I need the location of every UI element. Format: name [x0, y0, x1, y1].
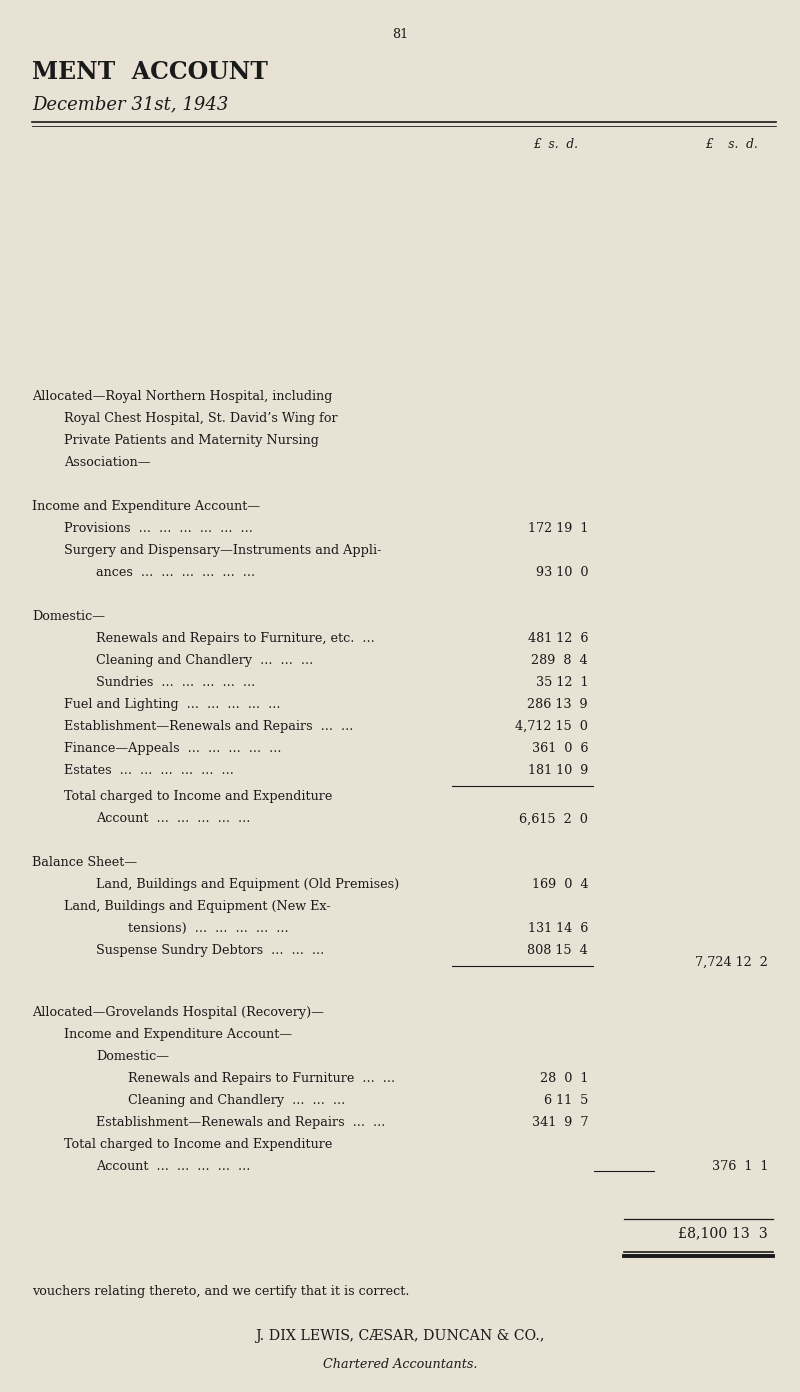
- Text: tensions)  ...  ...  ...  ...  ...: tensions) ... ... ... ... ...: [128, 923, 289, 935]
- Text: 7,724 12  2: 7,724 12 2: [695, 955, 768, 969]
- Text: December 31st, 1943: December 31st, 1943: [32, 95, 228, 113]
- Text: Surgery and Dispensary—Instruments and Appli-: Surgery and Dispensary—Instruments and A…: [64, 544, 382, 557]
- Text: 289  8  4: 289 8 4: [531, 654, 588, 667]
- Text: Suspense Sundry Debtors  ...  ...  ...: Suspense Sundry Debtors ... ... ...: [96, 944, 324, 958]
- Text: Account  ...  ...  ...  ...  ...: Account ... ... ... ... ...: [96, 813, 250, 825]
- Text: Chartered Accountants.: Chartered Accountants.: [323, 1359, 477, 1371]
- Text: Provisions  ...  ...  ...  ...  ...  ...: Provisions ... ... ... ... ... ...: [64, 522, 253, 535]
- Text: Private Patients and Maternity Nursing: Private Patients and Maternity Nursing: [64, 434, 319, 447]
- Text: 808 15  4: 808 15 4: [527, 944, 588, 958]
- Text: Domestic—: Domestic—: [32, 610, 105, 624]
- Text: 35 12  1: 35 12 1: [535, 677, 588, 689]
- Text: Establishment—Renewals and Repairs  ...  ...: Establishment—Renewals and Repairs ... .…: [64, 720, 354, 734]
- Text: 4,712 15  0: 4,712 15 0: [515, 720, 588, 734]
- Text: 28  0  1: 28 0 1: [540, 1072, 588, 1084]
- Text: MENT  ACCOUNT: MENT ACCOUNT: [32, 60, 268, 84]
- Text: 341  9  7: 341 9 7: [531, 1116, 588, 1129]
- Text: Income and Expenditure Account—: Income and Expenditure Account—: [32, 500, 260, 514]
- Text: 376  1  1: 376 1 1: [712, 1160, 768, 1173]
- Text: Land, Buildings and Equipment (New Ex-: Land, Buildings and Equipment (New Ex-: [64, 901, 330, 913]
- Text: Cleaning and Chandlery  ...  ...  ...: Cleaning and Chandlery ... ... ...: [96, 654, 314, 667]
- Text: Allocated—Royal Northern Hospital, including: Allocated—Royal Northern Hospital, inclu…: [32, 390, 332, 404]
- Text: Total charged to Income and Expenditure: Total charged to Income and Expenditure: [64, 791, 332, 803]
- Text: Finance—Appeals  ...  ...  ...  ...  ...: Finance—Appeals ... ... ... ... ...: [64, 742, 282, 754]
- Text: Domestic—: Domestic—: [96, 1050, 169, 1063]
- Text: 361  0  6: 361 0 6: [531, 742, 588, 754]
- Text: 6 11  5: 6 11 5: [544, 1094, 588, 1107]
- Text: ances  ...  ...  ...  ...  ...  ...: ances ... ... ... ... ... ...: [96, 567, 255, 579]
- Text: 172 19  1: 172 19 1: [528, 522, 588, 535]
- Text: Royal Chest Hospital, St. David’s Wing for: Royal Chest Hospital, St. David’s Wing f…: [64, 412, 338, 425]
- Text: Cleaning and Chandlery  ...  ...  ...: Cleaning and Chandlery ... ... ...: [128, 1094, 346, 1107]
- Text: Account  ...  ...  ...  ...  ...: Account ... ... ... ... ...: [96, 1160, 250, 1173]
- Text: 81: 81: [392, 28, 408, 40]
- Text: Income and Expenditure Account—: Income and Expenditure Account—: [64, 1029, 292, 1041]
- Text: Association—: Association—: [64, 457, 150, 469]
- Text: Renewals and Repairs to Furniture  ...  ...: Renewals and Repairs to Furniture ... ..…: [128, 1072, 395, 1084]
- Text: Allocated—Grovelands Hospital (Recovery)—: Allocated—Grovelands Hospital (Recovery)…: [32, 1006, 324, 1019]
- Text: £  s.  d.: £ s. d.: [533, 138, 578, 150]
- Text: £    s.  d.: £ s. d.: [706, 138, 758, 150]
- Text: £8,100 13  3: £8,100 13 3: [678, 1226, 768, 1240]
- Text: 286 13  9: 286 13 9: [527, 697, 588, 711]
- Text: Balance Sheet—: Balance Sheet—: [32, 856, 137, 870]
- Text: vouchers relating thereto, and we certify that it is correct.: vouchers relating thereto, and we certif…: [32, 1285, 410, 1299]
- Text: 93 10  0: 93 10 0: [535, 567, 588, 579]
- Text: Establishment—Renewals and Repairs  ...  ...: Establishment—Renewals and Repairs ... .…: [96, 1116, 386, 1129]
- Text: 481 12  6: 481 12 6: [527, 632, 588, 644]
- Text: Renewals and Repairs to Furniture, etc.  ...: Renewals and Repairs to Furniture, etc. …: [96, 632, 374, 644]
- Text: Fuel and Lighting  ...  ...  ...  ...  ...: Fuel and Lighting ... ... ... ... ...: [64, 697, 281, 711]
- Text: 169  0  4: 169 0 4: [531, 878, 588, 891]
- Text: J. DIX LEWIS, CÆSAR, DUNCAN & CO.,: J. DIX LEWIS, CÆSAR, DUNCAN & CO.,: [255, 1329, 545, 1343]
- Text: Sundries  ...  ...  ...  ...  ...: Sundries ... ... ... ... ...: [96, 677, 255, 689]
- Text: 181 10  9: 181 10 9: [528, 764, 588, 777]
- Text: 6,615  2  0: 6,615 2 0: [519, 813, 588, 825]
- Text: Estates  ...  ...  ...  ...  ...  ...: Estates ... ... ... ... ... ...: [64, 764, 234, 777]
- Text: 131 14  6: 131 14 6: [528, 923, 588, 935]
- Text: Total charged to Income and Expenditure: Total charged to Income and Expenditure: [64, 1139, 332, 1151]
- Text: Land, Buildings and Equipment (Old Premises): Land, Buildings and Equipment (Old Premi…: [96, 878, 399, 891]
